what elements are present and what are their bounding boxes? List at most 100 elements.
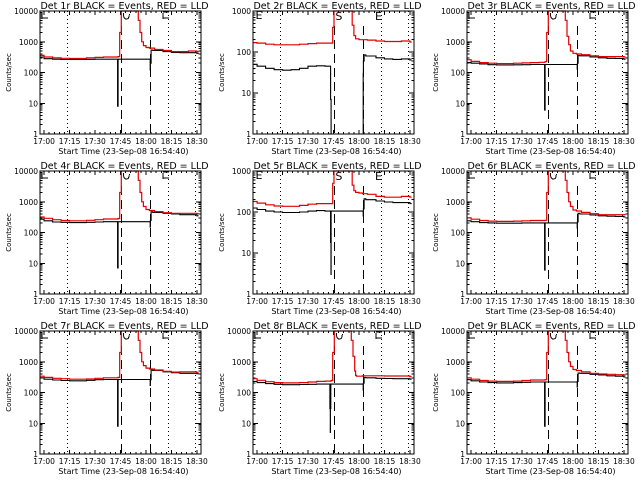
panel-chart-svg: Det 8r BLACK = Events, RED = LLD Counts/s… [218,321,422,476]
x-tick-label: 17:15 [59,137,81,146]
y-tick-label: 10 [241,89,251,98]
y-tick-label: 1000 [446,198,465,207]
y-axis-label: Counts/sec [432,53,440,92]
x-tick-label: 18:30 [399,297,421,306]
end-marker-right-label: E [375,10,382,23]
end-marker-left-bracket [41,13,48,19]
y-tick-label: 10000 [227,327,251,336]
panel-chart-svg: Det 7r BLACK = Events, RED = LLD Counts/s… [5,321,209,476]
x-tick-label: 17:00 [33,457,55,466]
lld-series-line [40,330,199,380]
x-tick-label: 18:15 [161,137,183,146]
y-tick-label: 1000 [232,358,251,367]
y-tick-label: 1 [460,450,465,459]
x-tick-label: 17:45 [537,297,559,306]
detector-panel-1: Det 1r BLACK = Events, RED = LLD Counts/s… [0,0,213,160]
x-tick-label: 18:00 [562,137,584,146]
end-marker-left-label: E [256,169,263,182]
x-tick-label: 17:00 [460,137,482,146]
panel-title: Det 8r BLACK = Events, RED = LLD [253,321,421,332]
detector-panel-4: Det 4r BLACK = Events, RED = LLD Counts/s… [0,160,213,320]
y-tick-label: 100 [24,229,39,238]
x-tick-label: 17:30 [297,297,319,306]
y-axis-label: Counts/sec [5,373,13,412]
y-tick-label: 1000 [232,167,251,176]
y-tick-label: 1000 [19,38,38,47]
x-tick-label: 17:45 [323,457,345,466]
x-tick-label: 17:30 [84,457,106,466]
y-axis-label: Counts/sec [218,213,226,252]
x-tick-label: 17:45 [323,137,345,146]
panel-title: Det 9r BLACK = Events, RED = LLD [467,321,635,332]
detector-panel-8: Det 8r BLACK = Events, RED = LLD Counts/s… [213,320,426,480]
y-tick-label: 10 [455,419,465,428]
end-marker-left-bracket [468,173,475,179]
x-tick-label: 17:00 [246,457,268,466]
y-tick-label: 1 [246,450,251,459]
y-tick-label: 1000 [446,38,465,47]
end-marker-left-bracket [468,333,475,339]
panel-title: Det 5r BLACK = Events, RED = LLD [253,161,421,172]
events-series-line [253,198,412,275]
y-tick-label: 10 [28,259,38,268]
y-tick-label: 10 [28,419,38,428]
x-tick-label: 17:30 [511,297,533,306]
x-tick-label: 18:00 [348,297,370,306]
y-axis-label: Counts/sec [432,373,440,412]
detector-panel-7: Det 7r BLACK = Events, RED = LLD Counts/s… [0,320,213,480]
y-tick-label: 1000 [19,198,38,207]
detector-panel-3: Det 3r BLACK = Events, RED = LLD Counts/s… [427,0,640,160]
end-marker-right-bracket [162,11,169,19]
x-tick-label: 17:30 [84,137,106,146]
x-tick-label: 18:30 [186,457,208,466]
y-tick-label: 100 [24,69,39,78]
start-marker-glyph [122,172,130,180]
events-series-line [467,54,626,111]
end-marker-right-bracket [375,331,382,339]
start-marker-glyph [122,12,130,20]
x-axis-label: Start Time (23-Sep-08 16:54:40) [58,307,188,316]
plot-frame [39,10,202,135]
x-tick-label: 17:30 [84,297,106,306]
y-tick-label: 10 [455,99,465,108]
x-tick-label: 17:15 [486,297,508,306]
x-tick-label: 17:45 [323,297,345,306]
y-tick-label: 10 [455,259,465,268]
end-marker-left-bracket [254,333,261,339]
detector-panel-6: Det 6r BLACK = Events, RED = LLD Counts/s… [427,160,640,320]
lld-series-line [253,330,412,384]
x-tick-label: 18:30 [399,137,421,146]
x-tick-label: 17:00 [460,297,482,306]
end-marker-right-label: E [375,170,382,183]
y-tick-label: 10000 [441,7,465,16]
y-tick-label: 10000 [14,167,38,176]
panel-title: Det 2r BLACK = Events, RED = LLD [253,1,421,12]
y-tick-label: 1 [460,130,465,139]
end-marker-right-bracket [162,171,169,179]
x-tick-label: 18:00 [562,457,584,466]
x-tick-label: 18:30 [186,297,208,306]
panel-chart-svg: Det 6r BLACK = Events, RED = LLD Counts/s… [432,161,636,316]
start-marker-label: S [335,10,342,23]
x-tick-label: 17:15 [59,297,81,306]
x-axis-label: Start Time (23-Sep-08 16:54:40) [58,467,188,476]
x-tick-label: 17:30 [297,457,319,466]
x-tick-label: 17:00 [246,137,268,146]
y-tick-label: 1 [33,130,38,139]
y-tick-label: 10 [241,419,251,428]
events-series-line [467,212,626,271]
x-tick-label: 17:30 [511,457,533,466]
y-tick-label: 100 [451,229,466,238]
lld-series-line [467,330,626,382]
y-tick-label: 100 [451,69,466,78]
x-tick-label: 18:00 [135,137,157,146]
start-marker-glyph [335,332,343,340]
x-tick-label: 18:15 [374,297,396,306]
x-axis-label: Start Time (23-Sep-08 16:54:40) [58,147,188,156]
panel-chart-svg: Det 1r BLACK = Events, RED = LLD Counts/s… [5,1,209,156]
end-marker-right-bracket [589,171,596,179]
y-axis-label: Counts/sec [5,213,13,252]
end-marker-left-label: E [256,9,263,22]
x-tick-label: 18:30 [613,137,635,146]
x-tick-label: 17:30 [297,137,319,146]
